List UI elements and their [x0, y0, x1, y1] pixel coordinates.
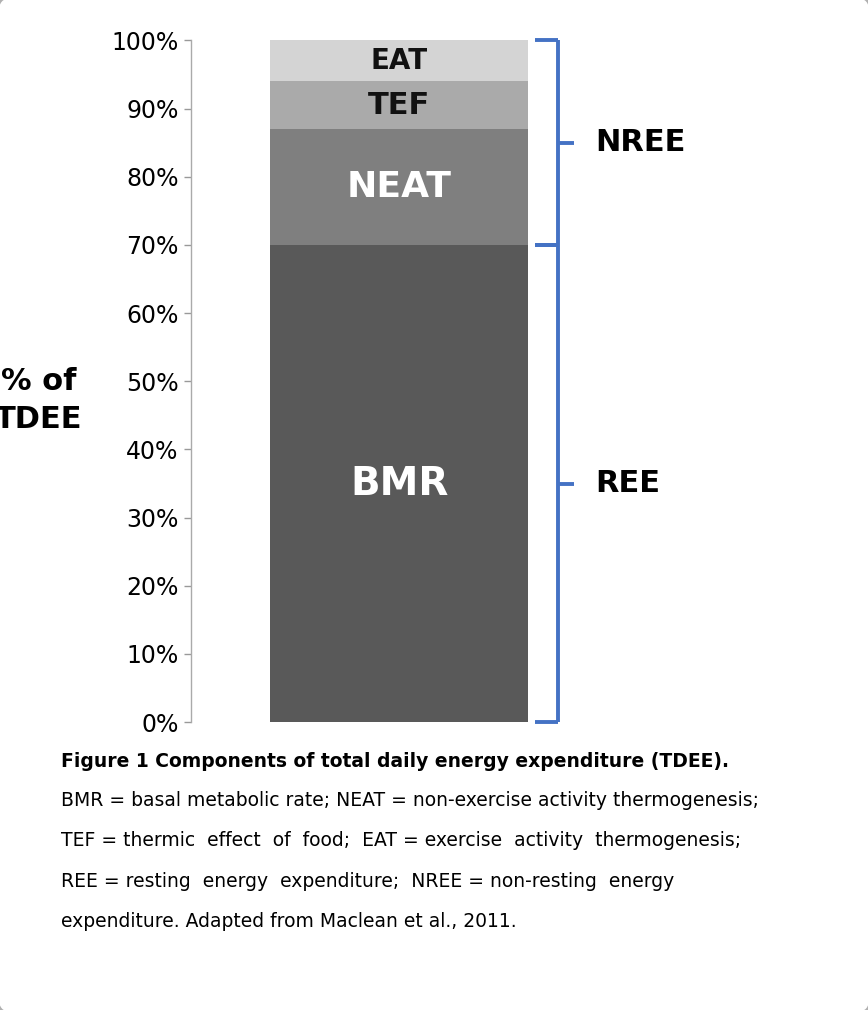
Text: TEF = thermic  effect  of  food;  EAT = exercise  activity  thermogenesis;: TEF = thermic effect of food; EAT = exer…: [61, 831, 741, 850]
Bar: [270, 82, 529, 129]
Text: Figure 1 Components of total daily energy expenditure (TDEE).: Figure 1 Components of total daily energ…: [61, 752, 729, 772]
Text: EAT: EAT: [371, 46, 428, 75]
Bar: [270, 245, 529, 722]
Text: TEF: TEF: [368, 91, 431, 119]
Text: expenditure. Adapted from Maclean et al., 2011.: expenditure. Adapted from Maclean et al.…: [61, 912, 516, 931]
Text: REE: REE: [595, 469, 660, 498]
Text: NREE: NREE: [595, 128, 686, 158]
Bar: [270, 40, 529, 82]
Text: TDEE: TDEE: [0, 405, 82, 433]
Text: REE = resting  energy  expenditure;  NREE = non-resting  energy: REE = resting energy expenditure; NREE =…: [61, 872, 674, 891]
Text: BMR = basal metabolic rate; NEAT = non-exercise activity thermogenesis;: BMR = basal metabolic rate; NEAT = non-e…: [61, 791, 759, 810]
Bar: [270, 129, 529, 245]
Text: % of: % of: [2, 368, 76, 396]
Text: NEAT: NEAT: [347, 170, 451, 204]
Text: BMR: BMR: [350, 465, 449, 503]
